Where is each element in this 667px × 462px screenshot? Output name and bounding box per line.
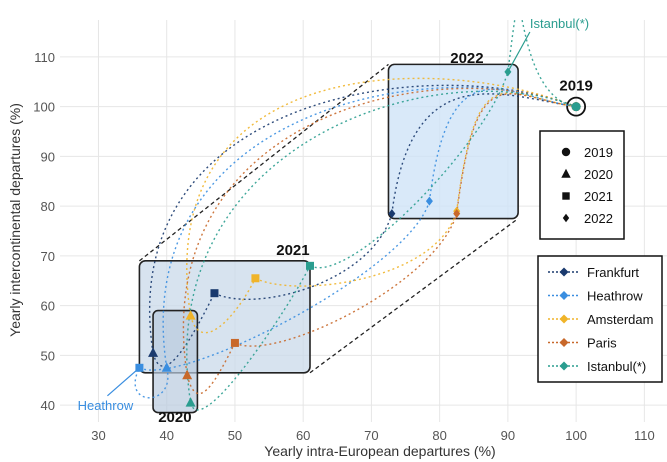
trajectory-amsterdam bbox=[255, 210, 458, 287]
point-paris-2020 bbox=[182, 369, 193, 380]
point-istanbul-2019 bbox=[571, 102, 581, 112]
y-tick-label: 40 bbox=[41, 398, 55, 413]
trajectory-heathrow bbox=[134, 367, 169, 399]
y-tick-label: 90 bbox=[41, 149, 55, 164]
y-tick-label: 110 bbox=[34, 50, 55, 65]
zoom-boxes bbox=[138, 63, 587, 414]
annotation-istanbul: Istanbul(*) bbox=[530, 16, 589, 31]
legend-label-2019: 2019 bbox=[584, 145, 613, 160]
point-istanbul-2020 bbox=[185, 397, 196, 407]
legend-label-2020: 2020 bbox=[584, 167, 613, 182]
year-labels: 2022 2019 2021 2020 bbox=[158, 50, 593, 426]
x-tick-label: 100 bbox=[565, 428, 587, 443]
x-axis-label: Yearly intra-European departures (%) bbox=[264, 443, 495, 459]
zoom-connector bbox=[139, 63, 389, 262]
legend-airports: Frankfurt Heathrow Amsterdam Paris Istanbul(… bbox=[537, 255, 663, 383]
trajectory-istanbul bbox=[189, 265, 311, 411]
legend-years-box bbox=[539, 130, 625, 240]
point-frankfurt-2020 bbox=[148, 347, 159, 357]
group-circle-2019 bbox=[566, 96, 587, 117]
axis-ticks: 30 40 50 60 70 80 90 100 110 40 50 60 70 80 90 100 110 bbox=[33, 50, 654, 443]
point-frankfurt-2022 bbox=[388, 209, 396, 219]
x-tick-label: 60 bbox=[296, 428, 310, 443]
annotation-heathrow: Heathrow bbox=[78, 398, 134, 413]
point-paris-2021 bbox=[230, 338, 239, 347]
legend-label-amsterdam: Amsterdam bbox=[587, 312, 653, 327]
y-tick-label: 50 bbox=[41, 348, 55, 363]
point-paris-2022 bbox=[453, 209, 461, 219]
x-tick-label: 40 bbox=[159, 428, 173, 443]
point-heathrow-2020 bbox=[161, 362, 172, 372]
x-tick-label: 30 bbox=[91, 428, 105, 443]
year-label-2021: 2021 bbox=[276, 242, 309, 259]
legend-label-heathrow: Heathrow bbox=[587, 289, 643, 304]
legend-marker-istanbul bbox=[559, 361, 569, 371]
annotation-leader bbox=[107, 367, 140, 397]
point-amsterdam-2020 bbox=[185, 310, 196, 320]
point-frankfurt-2021 bbox=[210, 289, 219, 298]
legend-label-frankfurt: Frankfurt bbox=[587, 265, 639, 280]
trajectory-istanbul bbox=[507, 20, 577, 108]
y-tick-label: 60 bbox=[41, 299, 55, 314]
x-tick-label: 110 bbox=[634, 428, 655, 443]
legend-marker-heathrow bbox=[559, 291, 569, 300]
legend-marker-frankfurt bbox=[559, 267, 569, 277]
legend-label-istanbul: Istanbul(*) bbox=[587, 359, 646, 374]
point-amsterdam-2021 bbox=[251, 274, 260, 283]
legend-years: 2019 2020 2021 2022 bbox=[539, 130, 625, 240]
trajectory-amsterdam bbox=[186, 77, 577, 316]
legend-marker-2021 bbox=[562, 192, 570, 200]
legend-label-2021: 2021 bbox=[584, 189, 613, 204]
point-istanbul-2021 bbox=[306, 261, 314, 270]
year-label-2020: 2020 bbox=[158, 409, 191, 426]
x-tick-label: 80 bbox=[432, 428, 446, 443]
trajectory-amsterdam bbox=[189, 277, 257, 334]
trajectory-frankfurt bbox=[391, 93, 577, 214]
annotations: Istanbul(*) Heathrow bbox=[78, 16, 590, 413]
legend-marker-amsterdam bbox=[559, 314, 569, 324]
year-label-2019: 2019 bbox=[559, 78, 592, 95]
y-tick-label: 80 bbox=[41, 199, 55, 214]
legend-marker-2020 bbox=[561, 168, 571, 178]
x-tick-label: 90 bbox=[501, 428, 515, 443]
trajectory-paris bbox=[234, 213, 458, 347]
legend-marker-2019 bbox=[561, 147, 571, 157]
zoom-connector bbox=[309, 218, 519, 374]
x-tick-label: 70 bbox=[364, 428, 378, 443]
legend-airports-box bbox=[537, 255, 663, 383]
trajectory-paris bbox=[186, 342, 236, 395]
trajectory-frankfurt bbox=[152, 292, 216, 367]
y-axis-label: Yearly intercontinental departures (%) bbox=[7, 103, 23, 337]
trajectory-amsterdam bbox=[456, 92, 577, 212]
legend-marker-paris bbox=[559, 338, 569, 347]
y-tick-label: 100 bbox=[33, 100, 55, 115]
trajectory-istanbul bbox=[309, 71, 509, 269]
year-label-2022: 2022 bbox=[450, 50, 483, 67]
point-heathrow-2022 bbox=[425, 196, 433, 206]
y-tick-label: 70 bbox=[41, 249, 55, 264]
legend-marker-2022 bbox=[562, 213, 570, 223]
annotation-leader bbox=[507, 31, 531, 73]
group-box-2020 bbox=[152, 309, 199, 414]
x-tick-label: 50 bbox=[228, 428, 242, 443]
legend-label-paris: Paris bbox=[587, 336, 617, 351]
trajectory-heathrow bbox=[428, 88, 577, 202]
legend-label-2022: 2022 bbox=[584, 211, 613, 226]
